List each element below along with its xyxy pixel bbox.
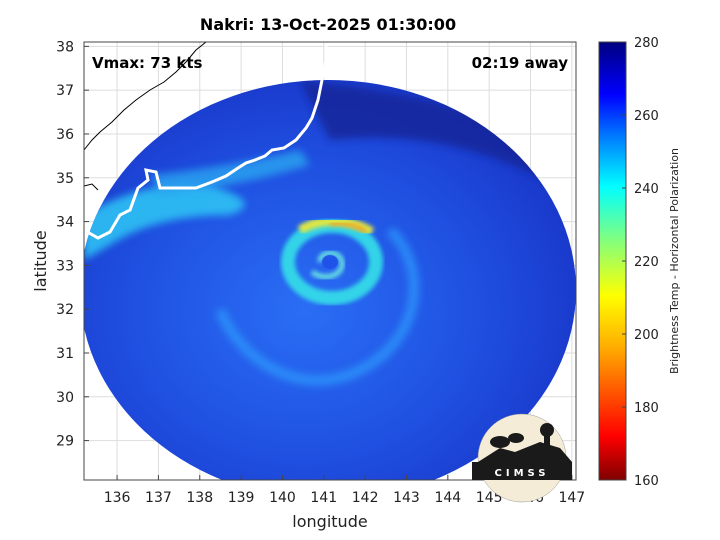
x-tick-label: 138 xyxy=(186,490,213,506)
logo-text: CIMSS xyxy=(495,468,550,479)
colorbar-tick-label: 260 xyxy=(634,109,659,124)
y-tick-label: 30 xyxy=(56,390,74,406)
chart-title: Nakri: 13-Oct-2025 01:30:00 xyxy=(200,15,456,34)
x-tick-label: 142 xyxy=(352,490,379,506)
y-tick-label: 31 xyxy=(56,346,74,362)
eyewall-core xyxy=(329,221,368,234)
y-axis-ticks: 29 30 31 32 33 34 35 36 37 38 xyxy=(56,39,89,450)
colorbar-tick-label: 180 xyxy=(634,401,659,416)
y-tick-label: 29 xyxy=(56,434,74,450)
colorbar-tick-label: 200 xyxy=(634,328,659,343)
spiral-outer-band xyxy=(215,226,419,386)
x-tick-label: 147 xyxy=(558,490,585,506)
y-tick-label: 37 xyxy=(56,83,74,99)
coastal-warm-zone xyxy=(84,184,245,260)
x-tick-label: 139 xyxy=(228,490,255,506)
land-border-2 xyxy=(84,183,99,191)
cold-band-north xyxy=(300,80,576,200)
x-tick-label: 143 xyxy=(393,490,420,506)
swath-image xyxy=(84,42,576,480)
cimss-logo: CIMSS xyxy=(472,413,572,503)
y-tick-label: 38 xyxy=(56,39,74,55)
vmax-annotation: Vmax: 73 kts xyxy=(92,54,202,72)
colorbar-tick-label: 240 xyxy=(634,182,659,197)
y-axis-label: latitude xyxy=(31,230,50,291)
x-tick-label: 144 xyxy=(434,490,461,506)
time-away-annotation: 02:19 away xyxy=(472,54,569,72)
x-tick-label: 137 xyxy=(145,490,172,506)
eyewall-hot-arc xyxy=(297,216,375,236)
y-tick-label: 33 xyxy=(56,258,74,274)
land-border xyxy=(84,42,207,151)
coastline xyxy=(84,42,328,240)
colorbar-tick-label: 220 xyxy=(634,255,659,270)
colorbar xyxy=(598,41,627,481)
x-tick-label: 140 xyxy=(269,490,296,506)
x-tick-label: 136 xyxy=(104,490,131,506)
x-tick-label: 141 xyxy=(310,490,337,506)
eye xyxy=(322,255,338,269)
eyewall-ring xyxy=(281,219,383,305)
colorbar-tick-label: 280 xyxy=(634,36,659,51)
y-tick-label: 35 xyxy=(56,171,74,187)
y-tick-label: 34 xyxy=(56,215,74,231)
colorbar-ticks: 160 180 200 220 240 260 280 xyxy=(622,36,659,489)
x-axis-label: longitude xyxy=(292,512,367,531)
y-tick-label: 36 xyxy=(56,127,74,143)
inner-spiral xyxy=(310,250,345,280)
y-tick-label: 32 xyxy=(56,302,74,318)
axes-frame xyxy=(83,41,577,481)
x-tick-label: 145 xyxy=(476,490,503,506)
colorbar-tick-label: 160 xyxy=(634,474,659,489)
colorbar-label: Brightness Temp - Horizontal Polarizatio… xyxy=(668,148,681,374)
